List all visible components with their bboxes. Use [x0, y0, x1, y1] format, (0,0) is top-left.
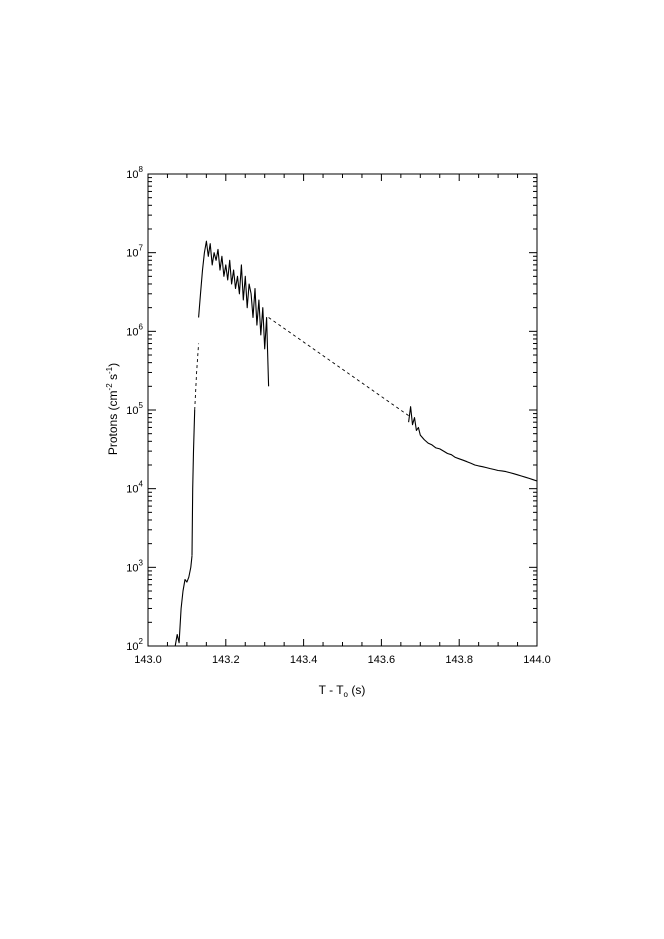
- x-axis-title-unit: (s): [348, 683, 365, 697]
- series-line-4: [198, 240, 270, 387]
- y-tick-label-base: 10: [126, 326, 138, 338]
- y-tick-label-exponent: 2: [139, 637, 144, 646]
- y-tick-label-exponent: 8: [139, 165, 144, 174]
- y-tick-label: 104: [126, 480, 143, 496]
- y-tick-label-base: 10: [126, 562, 138, 574]
- y-tick-label: 107: [126, 244, 143, 260]
- x-axis-title-subscript: o: [344, 690, 349, 699]
- series-line-5: [268, 317, 409, 416]
- y-tick-label-base: 10: [126, 248, 138, 260]
- y-tick-label: 105: [126, 401, 143, 417]
- y-tick-label-base: 10: [126, 484, 138, 496]
- y-axis-title-sup1: -2: [105, 383, 114, 391]
- series-line-3: [194, 343, 200, 411]
- y-axis-title-mid: s: [106, 374, 120, 383]
- x-tick-label: 143.4: [290, 654, 318, 666]
- y-tick-label-exponent: 5: [139, 401, 144, 410]
- x-axis-title: T - To (s): [319, 683, 366, 699]
- y-tick-label-exponent: 3: [139, 558, 144, 567]
- y-tick-label-exponent: 6: [139, 322, 144, 331]
- y-tick-label-base: 10: [126, 641, 138, 653]
- y-tick-label-exponent: 4: [139, 480, 144, 489]
- series-line-6: [408, 406, 538, 482]
- x-tick-label: 143.2: [212, 654, 240, 666]
- series-line-2: [191, 409, 196, 556]
- y-axis-title-post: ): [106, 363, 120, 367]
- x-tick-label: 143.8: [445, 654, 473, 666]
- y-tick-label: 103: [126, 558, 143, 574]
- y-tick-label-exponent: 7: [139, 244, 144, 253]
- x-axis-title-base: T - T: [319, 683, 345, 697]
- y-tick-label: 102: [126, 637, 143, 653]
- x-tick-label: 144.0: [523, 654, 551, 666]
- y-tick-label-base: 10: [126, 169, 138, 181]
- series-line-1: [174, 555, 193, 647]
- x-tick-label: 143.6: [368, 654, 396, 666]
- x-tick-labels: 143.0 143.2 143.4 143.6 143.8 144.0: [134, 654, 551, 666]
- axis-ticks: [147, 173, 538, 647]
- data-series: [174, 240, 538, 647]
- y-tick-label: 108: [126, 165, 143, 181]
- y-tick-label-base: 10: [126, 405, 138, 417]
- y-axis-title-pre: Protons (cm: [106, 390, 120, 455]
- x-tick-label: 143.0: [134, 654, 162, 666]
- y-axis-title-sup2: -1: [105, 366, 114, 374]
- y-tick-label: 106: [126, 322, 143, 338]
- y-axis-title: Protons (cm-2 s-1): [105, 363, 120, 455]
